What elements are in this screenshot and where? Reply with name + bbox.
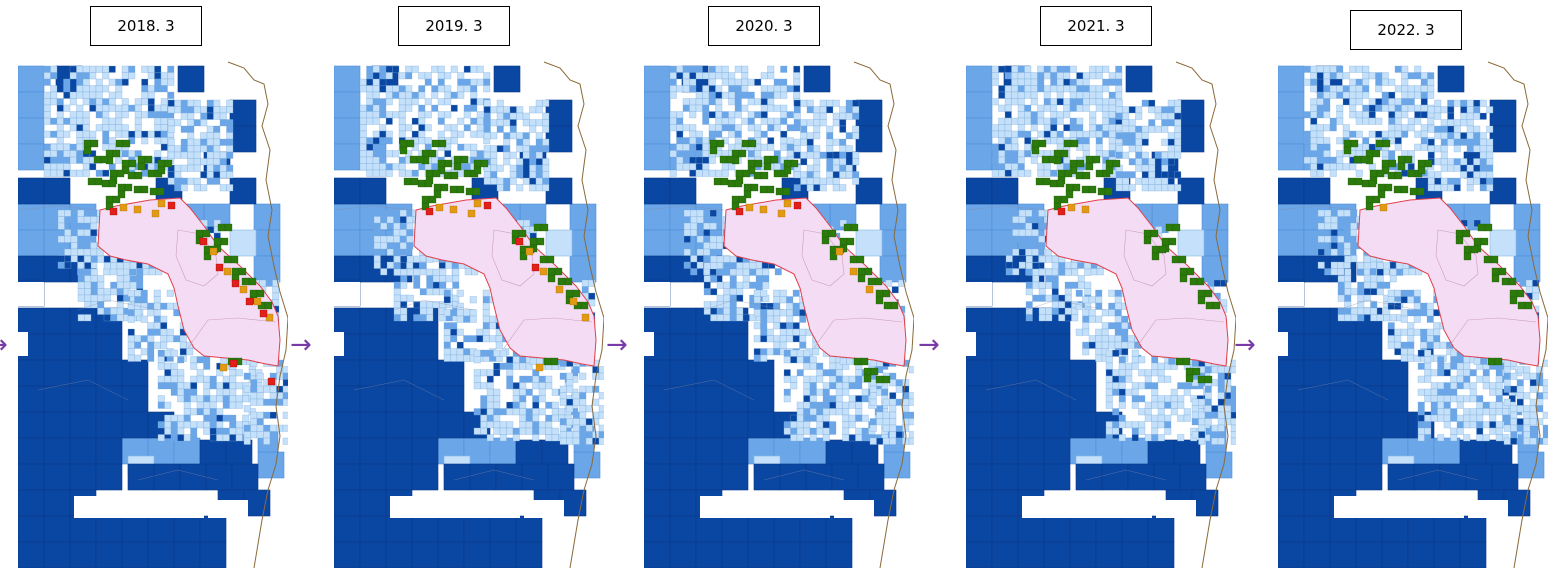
map-panel-2022 bbox=[1278, 61, 1548, 568]
arrow-icon-3: → bbox=[918, 330, 940, 360]
map-panel-2018 bbox=[18, 61, 288, 568]
map-panel-2021 bbox=[966, 61, 1236, 568]
year-label-2022: 2022. 3 bbox=[1350, 10, 1462, 50]
year-label-2019: 2019. 3 bbox=[398, 6, 510, 46]
arrow-icon-1: → bbox=[290, 330, 312, 360]
arrow-icon-2: → bbox=[606, 330, 628, 360]
year-label-2018: 2018. 3 bbox=[90, 6, 202, 46]
arrow-icon-4: → bbox=[1234, 330, 1256, 360]
year-label-2020: 2020. 3 bbox=[708, 6, 820, 46]
arrow-icon-left-edge: → bbox=[0, 332, 8, 358]
year-label-2021: 2021. 3 bbox=[1040, 6, 1152, 46]
map-panel-2020 bbox=[644, 61, 914, 568]
map-panel-2019 bbox=[334, 61, 604, 568]
